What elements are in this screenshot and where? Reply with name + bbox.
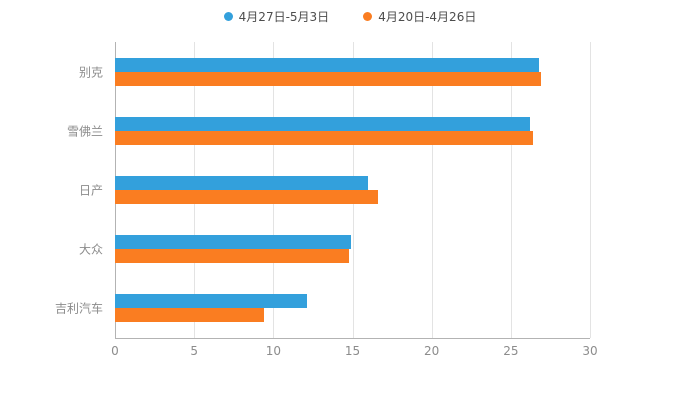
legend-marker-icon [223,12,233,21]
x-axis-tick-labels: 0 5 10 15 20 25 30 [111,344,597,362]
gridline [590,42,591,338]
bar-series-blue[interactable] [115,57,540,72]
bar-row: 吉利汽车 [55,279,590,338]
legend-item[interactable]: 4月20日-4月26日 [363,8,476,25]
x-tick-label: 0 [111,344,119,358]
bar-row: 大众 [79,220,590,279]
bar-series-blue[interactable] [115,116,530,131]
bar-row: 雪佛兰 [67,101,590,160]
plot-area: 别克雪佛兰日产大众吉利汽车 [55,42,591,339]
category-label: 大众 [78,242,103,257]
bar-series-blue[interactable] [115,235,351,250]
bar-series-orange[interactable] [115,189,378,204]
bar-row: 日产 [79,160,590,219]
category-label: 吉利汽车 [54,301,103,316]
gridline [510,42,512,338]
x-tick-label: 25 [503,344,519,358]
legend-label: 4月27日-5月3日 [238,10,330,24]
legend-marker-icon [363,12,373,21]
bar-series-blue[interactable] [115,175,369,190]
bar-series-orange[interactable] [115,71,541,86]
bar-series-blue[interactable] [115,294,307,309]
category-label: 别克 [78,65,103,80]
x-tick-label: 20 [424,344,440,358]
category-label: 日产 [78,183,103,198]
bar-series-orange[interactable] [115,249,350,264]
gridline [431,42,433,338]
x-tick-label: 10 [265,344,281,358]
legend: 4月27日-5月3日 4月20日-4月26日 [0,8,700,25]
bar-series-orange[interactable] [115,130,533,145]
legend-item[interactable]: 4月27日-5月3日 [223,8,330,25]
bar-row: 别克 [79,42,590,101]
bar-series-orange[interactable] [115,308,264,323]
legend-label: 4月20日-4月26日 [378,10,477,24]
category-label: 雪佛兰 [66,124,103,139]
x-tick-label: 5 [190,344,198,358]
x-tick-label: 30 [582,344,598,358]
bar-rows: 别克雪佛兰日产大众吉利汽车 [55,42,590,338]
x-tick-label: 15 [344,344,361,358]
